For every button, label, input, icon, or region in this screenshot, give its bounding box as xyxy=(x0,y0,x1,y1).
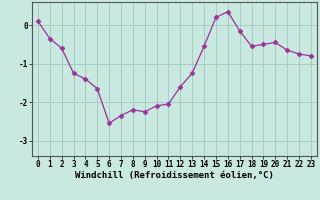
X-axis label: Windchill (Refroidissement éolien,°C): Windchill (Refroidissement éolien,°C) xyxy=(75,171,274,180)
